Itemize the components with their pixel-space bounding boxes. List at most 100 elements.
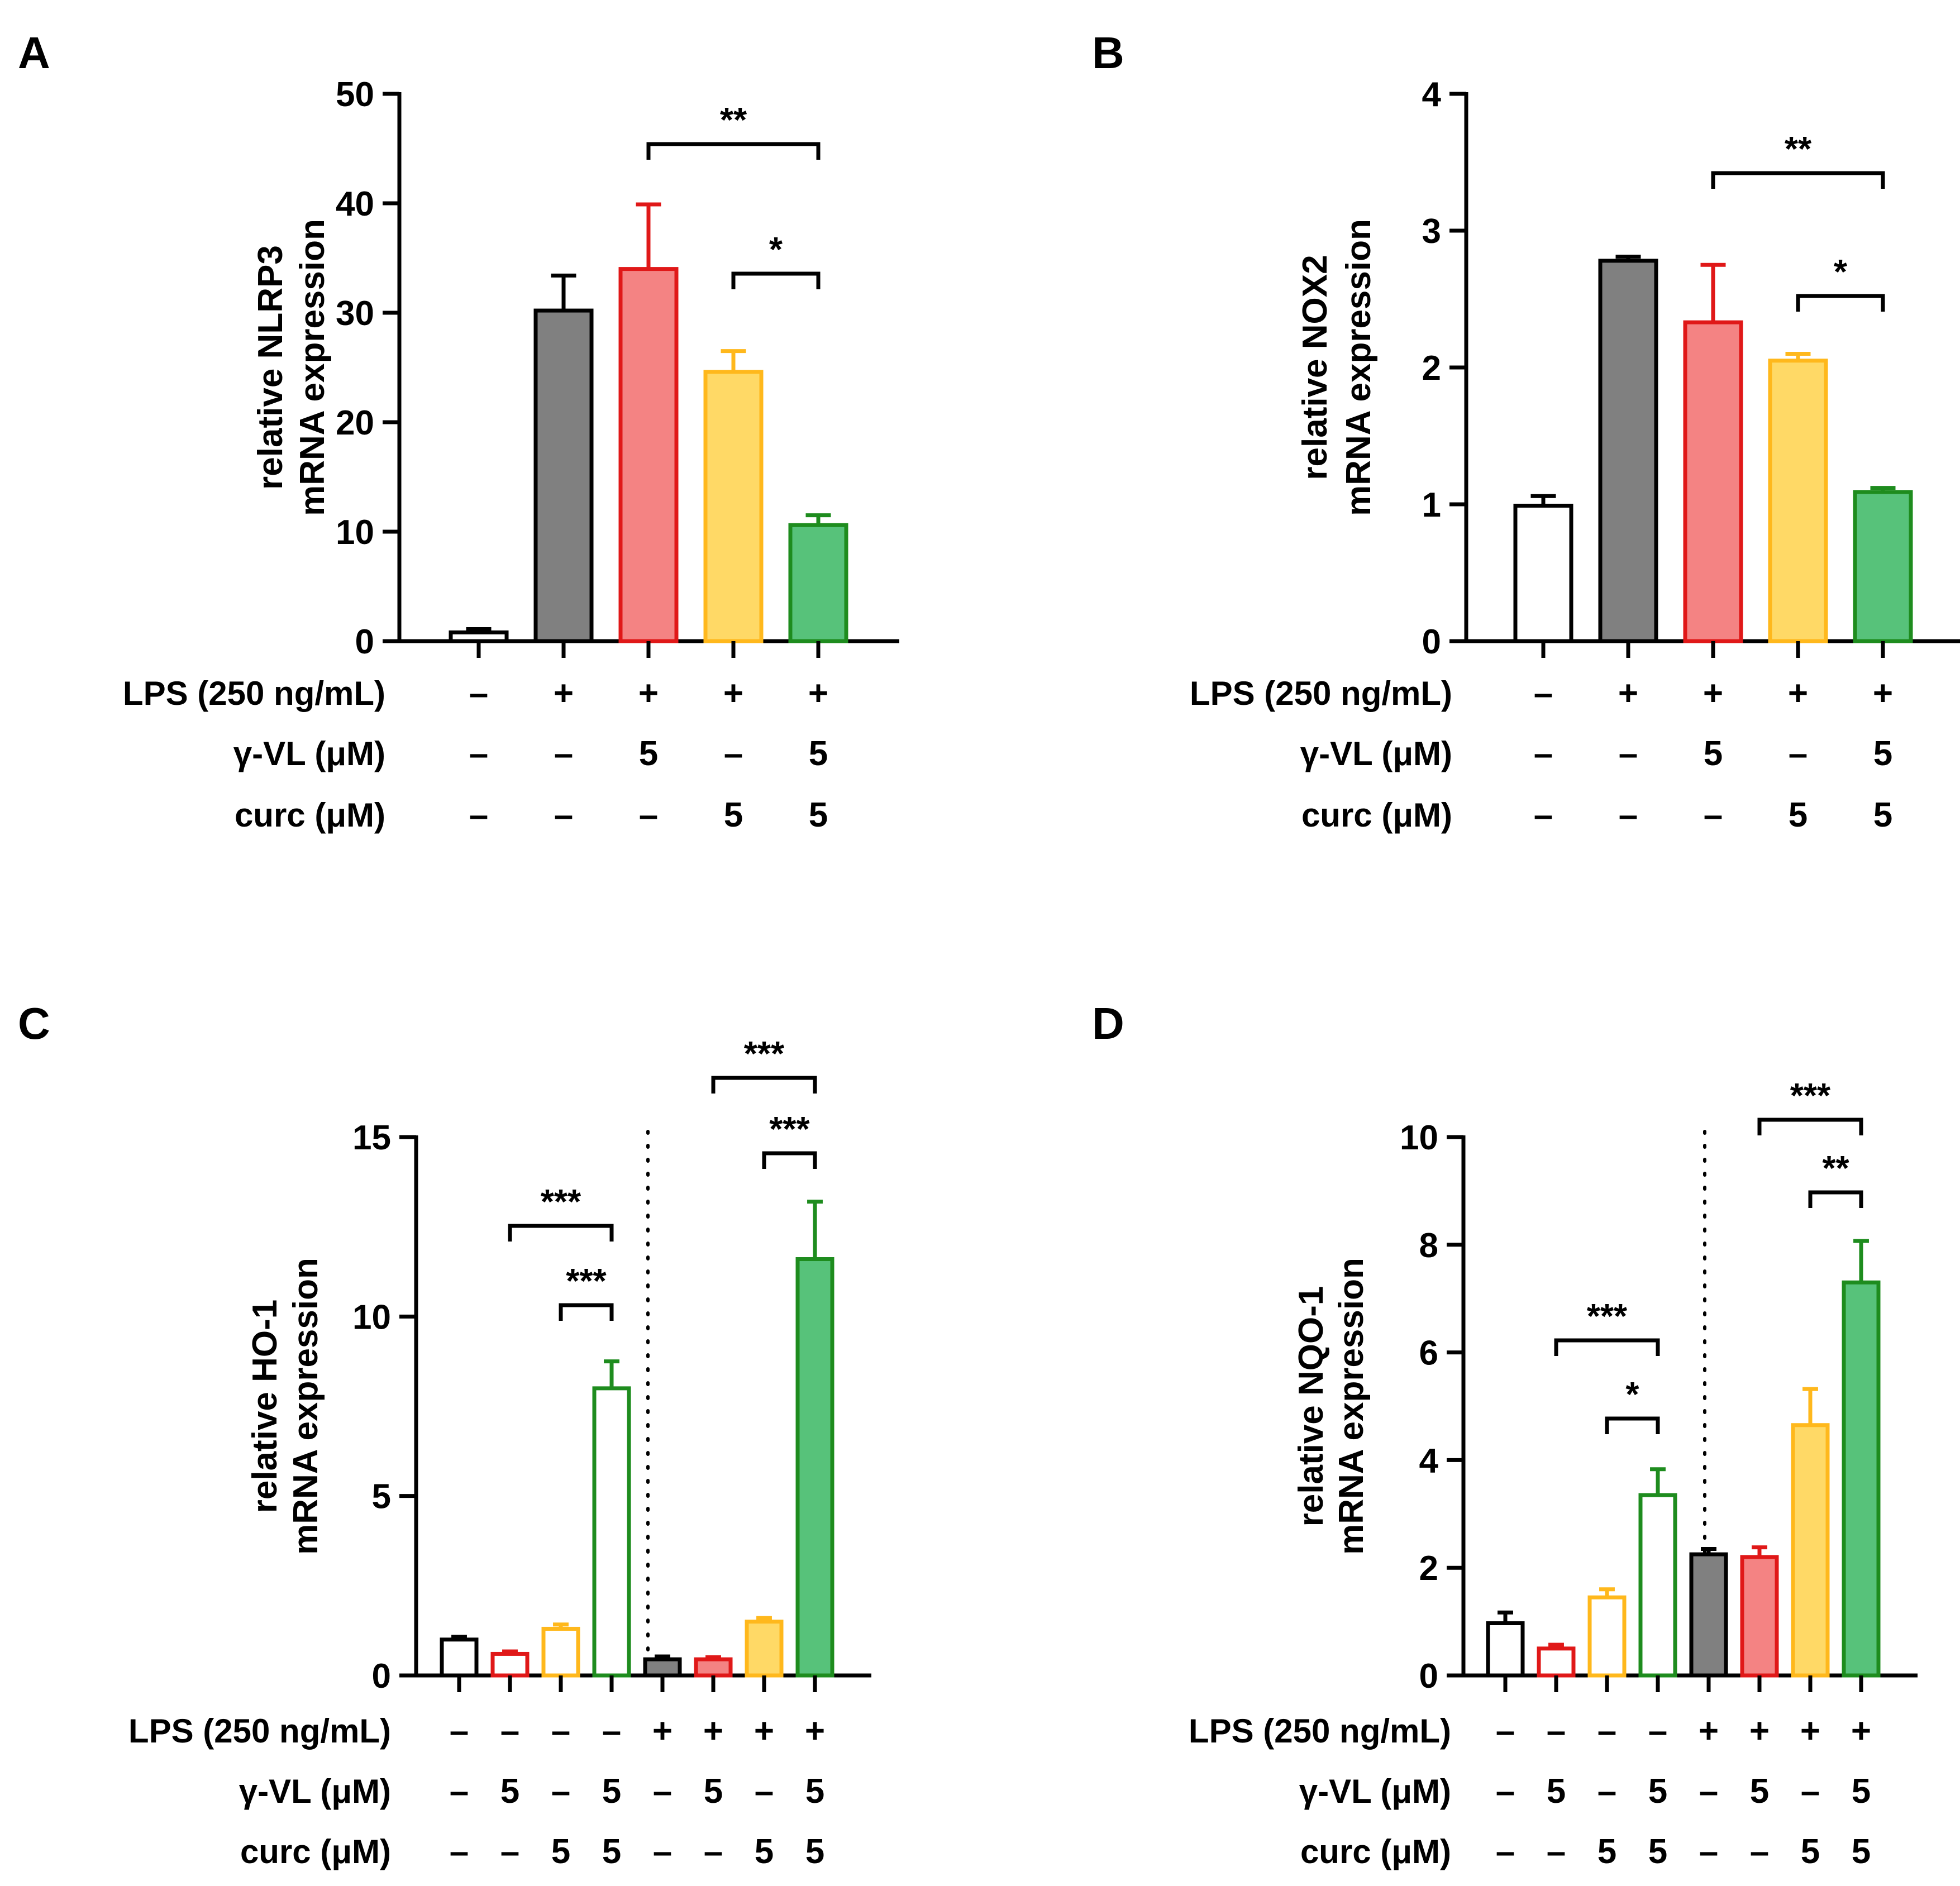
treatment-value: – xyxy=(1597,1772,1616,1811)
treatment-value: 5 xyxy=(1873,796,1892,834)
bar-LPS+γ-VL+curc xyxy=(795,1257,834,1678)
y-tick-label: 20 xyxy=(336,404,374,442)
panel-letter: C xyxy=(18,999,50,1048)
treatment-value: + xyxy=(1788,674,1808,713)
treatment-value: – xyxy=(1704,796,1723,834)
treatment-value: – xyxy=(551,1712,570,1750)
treatment-value: + xyxy=(1703,674,1723,713)
treatment-value: – xyxy=(469,796,488,834)
y-axis-label: mRNA expression xyxy=(1332,1258,1371,1555)
treatment-value: 5 xyxy=(1750,1772,1769,1811)
y-axis-label: relative NOX2 xyxy=(1296,255,1334,480)
bar-γ-VL xyxy=(1537,1646,1576,1678)
y-axis-label: mRNA expression xyxy=(293,219,332,516)
bar-LPS+γ-VL xyxy=(1740,1555,1779,1678)
treatment-value: – xyxy=(1534,796,1553,834)
treatment-value: 5 xyxy=(1648,1772,1667,1811)
y-tick-label: 30 xyxy=(336,294,374,333)
treatment-value: – xyxy=(1699,1832,1718,1871)
treatment-value: + xyxy=(1800,1712,1820,1750)
significance-bracket xyxy=(559,1303,614,1321)
treatment-value: 5 xyxy=(1704,734,1723,773)
bar-curc xyxy=(1587,1595,1627,1678)
y-tick-label: 2 xyxy=(1422,349,1441,388)
y-axis-label: mRNA expression xyxy=(287,1258,325,1555)
significance-label: ** xyxy=(720,101,747,140)
treatment-value: – xyxy=(450,1712,469,1750)
treatment-value: – xyxy=(500,1712,519,1750)
bar-ctrl xyxy=(440,1637,479,1678)
significance-bracket xyxy=(711,1076,817,1094)
significance-label: * xyxy=(1834,253,1848,292)
significance-bracket xyxy=(1711,171,1885,189)
treatment-value: 5 xyxy=(724,796,743,834)
treatment-value: – xyxy=(704,1832,723,1871)
y-tick-label: 6 xyxy=(1419,1334,1438,1373)
treatment-value: 5 xyxy=(1648,1832,1667,1871)
y-tick-label: 1 xyxy=(1422,486,1441,524)
y-tick-label: 4 xyxy=(1422,75,1442,114)
treatment-label: LPS (250 ng/mL) xyxy=(128,1712,391,1750)
y-tick-label: 50 xyxy=(336,75,374,114)
treatment-value: 5 xyxy=(805,1832,824,1871)
treatment-value: + xyxy=(808,674,828,713)
significance-bracket xyxy=(1808,1190,1863,1208)
panel-letter: A xyxy=(18,28,50,78)
panel-letter: B xyxy=(1092,28,1124,78)
treatment-value: + xyxy=(1851,1712,1871,1750)
y-tick-label: 2 xyxy=(1419,1549,1438,1588)
treatment-value: 5 xyxy=(551,1832,570,1871)
treatment-value: – xyxy=(551,1772,570,1811)
treatment-value: – xyxy=(1699,1772,1718,1811)
y-tick-label: 0 xyxy=(355,623,374,661)
treatment-value: – xyxy=(1496,1712,1515,1750)
treatment-value: + xyxy=(638,674,659,713)
significance-label: *** xyxy=(769,1110,810,1149)
significance-bracket xyxy=(1757,1118,1863,1135)
y-tick-label: 10 xyxy=(352,1298,391,1336)
significance-bracket xyxy=(508,1224,614,1242)
treatment-value: 5 xyxy=(809,734,828,773)
bar-γ-VL+curc xyxy=(592,1386,631,1678)
treatment-label: curc (μM) xyxy=(1301,796,1452,834)
treatment-label: γ-VL (μM) xyxy=(1299,1773,1451,1810)
treatment-label: LPS (250 ng/mL) xyxy=(1189,1712,1451,1750)
y-tick-label: 15 xyxy=(352,1119,391,1157)
treatment-value: – xyxy=(1789,734,1808,773)
treatment-value: – xyxy=(450,1832,469,1871)
y-tick-label: 0 xyxy=(1419,1657,1438,1696)
treatment-value: – xyxy=(554,734,573,773)
panel-letter: D xyxy=(1092,999,1124,1048)
treatment-value: + xyxy=(1873,674,1893,713)
significance-bracket xyxy=(1796,294,1885,312)
bar-LPS+γ-VL xyxy=(694,1657,733,1678)
treatment-value: – xyxy=(1534,674,1553,713)
treatment-value: – xyxy=(1801,1772,1820,1811)
treatment-value: – xyxy=(469,674,488,713)
treatment-value: – xyxy=(450,1772,469,1811)
treatment-value: 5 xyxy=(805,1772,824,1811)
treatment-value: – xyxy=(1547,1712,1566,1750)
bar-LPS+γ-VL+curc xyxy=(788,523,848,643)
treatment-label: LPS (250 ng/mL) xyxy=(123,675,385,712)
y-tick-label: 8 xyxy=(1419,1226,1438,1265)
treatment-value: – xyxy=(602,1712,621,1750)
significance-bracket xyxy=(762,1151,817,1169)
treatment-value: + xyxy=(652,1712,673,1750)
y-tick-label: 0 xyxy=(1422,623,1441,661)
treatment-value: – xyxy=(639,796,658,834)
treatment-value: – xyxy=(500,1832,519,1871)
significance-bracket xyxy=(1605,1416,1660,1434)
y-axis-label: relative NLRP3 xyxy=(251,245,290,490)
treatment-value: 5 xyxy=(639,734,658,773)
treatment-label: curc (μM) xyxy=(235,796,385,834)
bar-LPS+γ-VL+curc xyxy=(1842,1280,1881,1678)
significance-label: *** xyxy=(566,1262,607,1301)
y-tick-label: 0 xyxy=(372,1657,391,1696)
treatment-value: – xyxy=(755,1772,774,1811)
bar-LPS+curc xyxy=(1791,1423,1830,1678)
treatment-value: – xyxy=(1750,1832,1769,1871)
significance-label: * xyxy=(1625,1376,1639,1414)
treatment-value: – xyxy=(653,1832,672,1871)
treatment-value: – xyxy=(554,796,573,834)
